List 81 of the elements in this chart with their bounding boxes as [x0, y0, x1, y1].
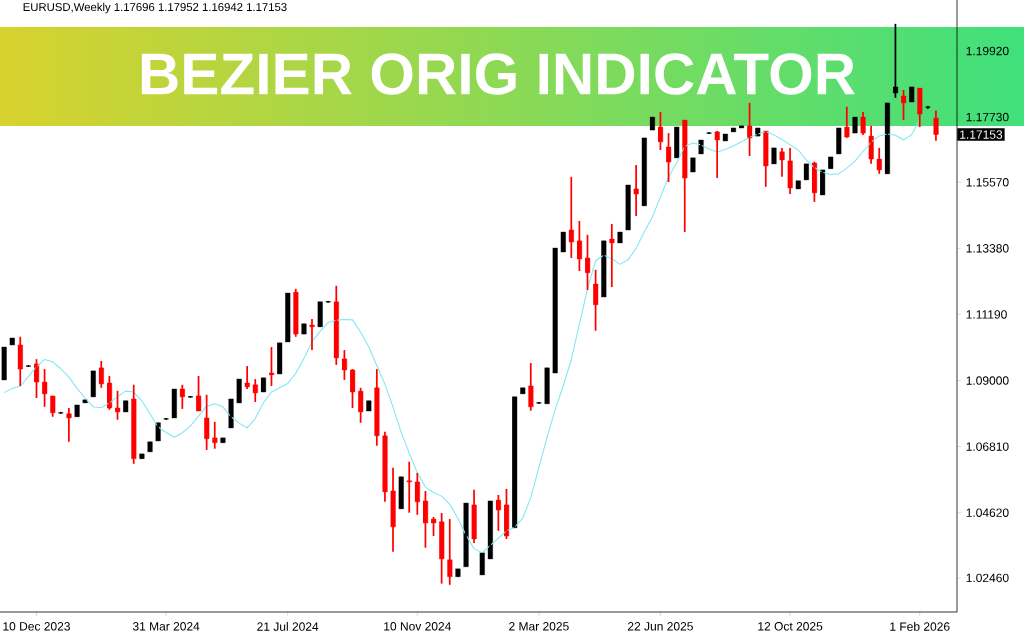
- candlestick: [33, 358, 40, 399]
- candlestick: [220, 437, 226, 444]
- candlestick: [665, 132, 672, 183]
- candlestick: [285, 292, 291, 343]
- y-tick-label: 1.06810: [966, 442, 1009, 451]
- candlestick: [803, 163, 809, 181]
- candlestick: [268, 346, 275, 387]
- candlestick: [649, 116, 655, 131]
- y-tick-label: 1.09000: [966, 376, 1009, 385]
- candlestick: [511, 395, 518, 529]
- candlestick: [657, 111, 664, 151]
- x-tick-label: 2 Mar 2025: [509, 622, 569, 631]
- candlestick: [924, 105, 931, 110]
- candlestick: [609, 223, 615, 288]
- candlestick: [535, 401, 542, 405]
- x-tick-label: 22 Jun 2025: [628, 622, 693, 631]
- candlestick: [698, 139, 704, 155]
- candlestick: [212, 421, 218, 450]
- candlestick: [674, 126, 680, 159]
- candlestick: [366, 399, 372, 412]
- candlestick: [690, 156, 696, 173]
- candlestick: [455, 567, 461, 578]
- candlestick: [41, 368, 48, 408]
- candlestick: [236, 378, 242, 404]
- candlestick: [722, 133, 728, 142]
- text: BEZIER ORIG INDICATOR: [141, 53, 855, 95]
- candlestick: [844, 105, 850, 139]
- candlestick: [66, 407, 72, 443]
- y-tick-label: 1.13380: [966, 244, 1009, 253]
- x-tick-label: 31 Mar 2024: [132, 622, 200, 631]
- candlestick: [520, 386, 526, 395]
- y-tick-label: 1.02460: [966, 573, 1009, 583]
- candlestick: [25, 364, 32, 368]
- text: 1.17153: [960, 130, 1003, 139]
- candlestick: [276, 341, 283, 375]
- candlestick: [195, 375, 202, 412]
- candlestick: [90, 370, 96, 398]
- y-tick-label: 1.17730: [966, 112, 1009, 122]
- candlestick: [1, 346, 7, 381]
- candlestick: [625, 184, 631, 231]
- y-tick-label: 1.15570: [966, 178, 1009, 187]
- y-tick-label: 1.19920: [966, 46, 1009, 56]
- candlestick: [617, 231, 623, 244]
- candlestick: [592, 268, 599, 332]
- x-tick-label: 10 Dec 2023: [3, 622, 70, 631]
- candlestick: [163, 417, 170, 421]
- candlestick: [228, 398, 234, 429]
- candlestick: [836, 127, 842, 155]
- x-tick-label: 10 Nov 2024: [384, 622, 451, 631]
- candlestick: [552, 247, 558, 374]
- candlestick: [746, 102, 753, 157]
- x-tick-label: 12 Oct 2025: [758, 622, 823, 631]
- candlestick: [900, 89, 907, 121]
- candlestick: [819, 169, 826, 196]
- candlestick: [114, 389, 121, 421]
- candlestick: [755, 127, 761, 137]
- candlestick: [852, 116, 858, 134]
- candlestick: [357, 386, 364, 424]
- candlestick: [560, 231, 566, 253]
- y-tick-label: 1.04620: [966, 508, 1009, 517]
- candlestick: [349, 368, 356, 409]
- x-tick-label: 1 Feb 2026: [890, 622, 950, 631]
- candlestick: [422, 490, 429, 549]
- candlestick: [341, 349, 348, 381]
- candlestick: [406, 460, 412, 514]
- candlestick: [9, 337, 15, 346]
- candlestick: [139, 453, 145, 460]
- candlestick: [771, 147, 777, 165]
- candlestick: [430, 516, 437, 537]
- candlestick: [884, 102, 890, 175]
- candlestick: [171, 388, 177, 419]
- candlestick: [487, 500, 493, 560]
- candlestick: [730, 127, 736, 133]
- candlestick: [584, 233, 591, 291]
- candlestick: [503, 488, 510, 540]
- candlestick: [479, 551, 485, 576]
- candlestick: [892, 22, 899, 99]
- candlestick: [301, 322, 307, 335]
- x-tick-label: 21 Jul 2024: [257, 622, 319, 631]
- annotation: EURUSD,Weekly 1.17696 1.17952 1.16942 1.17153: [23, 2, 287, 14]
- y-tick-label: 1.11190: [966, 310, 1007, 319]
